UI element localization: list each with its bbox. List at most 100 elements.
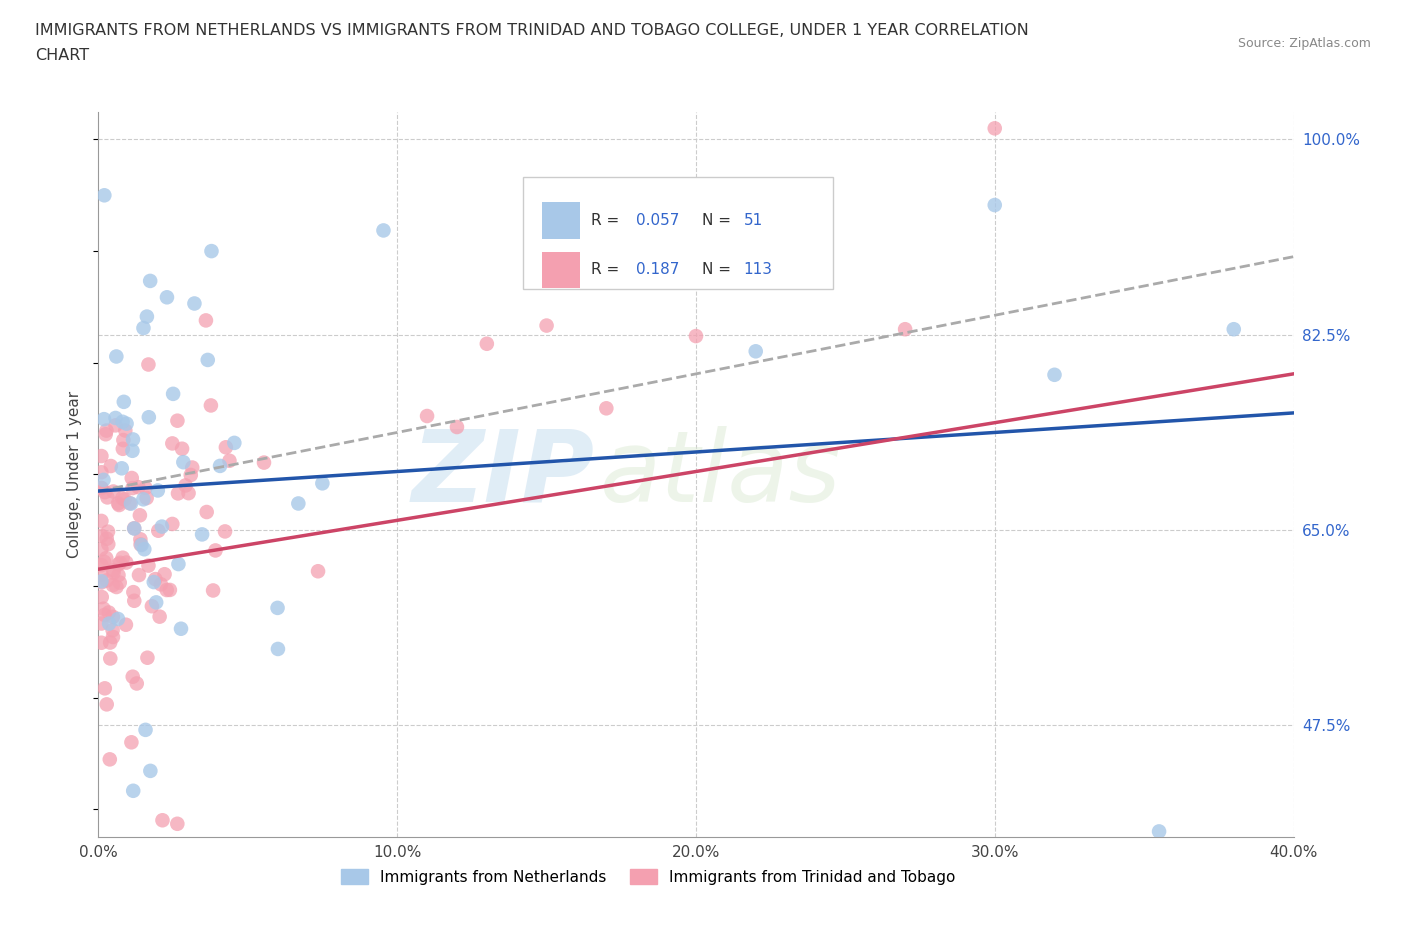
Point xyxy=(153,566,176,581)
Point xyxy=(135,309,157,324)
Point xyxy=(96,551,118,565)
Point xyxy=(128,508,150,523)
Point xyxy=(115,555,138,570)
Point xyxy=(98,617,121,631)
Point xyxy=(93,554,115,569)
Point xyxy=(96,531,118,546)
Point xyxy=(122,432,145,447)
Point xyxy=(134,481,156,496)
Point xyxy=(90,513,112,528)
Point xyxy=(148,524,170,538)
Point xyxy=(127,480,149,495)
Point xyxy=(100,458,122,473)
Point xyxy=(1147,824,1170,839)
Point xyxy=(90,558,112,573)
Point xyxy=(94,485,117,499)
Legend: Immigrants from Netherlands, Immigrants from Trinidad and Tobago: Immigrants from Netherlands, Immigrants … xyxy=(335,863,962,891)
Point xyxy=(139,273,162,288)
Point xyxy=(162,516,184,531)
Point xyxy=(311,476,333,491)
Point xyxy=(135,723,157,737)
Point xyxy=(111,551,134,565)
Point xyxy=(191,527,214,542)
Point xyxy=(135,490,157,505)
Point xyxy=(475,337,498,352)
Point xyxy=(894,322,917,337)
Point xyxy=(120,735,142,750)
Point xyxy=(1043,367,1066,382)
Point xyxy=(125,676,148,691)
Text: 113: 113 xyxy=(744,262,773,277)
Point xyxy=(150,519,173,534)
Point xyxy=(167,486,190,501)
Text: 51: 51 xyxy=(744,213,763,228)
Point xyxy=(128,567,150,582)
Point xyxy=(200,398,222,413)
Point xyxy=(166,413,188,428)
Point xyxy=(90,590,112,604)
Point xyxy=(93,607,115,622)
Point xyxy=(156,290,179,305)
Point xyxy=(108,498,131,512)
Text: N =: N = xyxy=(702,213,735,228)
Point xyxy=(253,455,276,470)
Point xyxy=(655,188,678,203)
Point xyxy=(90,465,112,480)
Point xyxy=(446,419,468,434)
Point xyxy=(121,670,143,684)
Point xyxy=(204,543,226,558)
Point xyxy=(131,538,153,552)
Point xyxy=(149,609,172,624)
Text: R =: R = xyxy=(591,262,624,277)
Point xyxy=(112,394,135,409)
Point xyxy=(105,349,128,364)
Text: Source: ZipAtlas.com: Source: ZipAtlas.com xyxy=(1237,37,1371,50)
Point xyxy=(90,542,112,557)
Point xyxy=(101,578,124,592)
Point xyxy=(90,481,112,496)
Point xyxy=(214,524,236,538)
Point xyxy=(129,532,152,547)
Point xyxy=(122,521,145,536)
Point xyxy=(96,573,118,588)
Point xyxy=(138,410,160,425)
Point xyxy=(183,296,205,311)
Point xyxy=(93,472,115,487)
Text: R =: R = xyxy=(591,213,624,228)
Point xyxy=(595,401,617,416)
Point xyxy=(97,525,120,539)
Point xyxy=(129,537,152,551)
Point xyxy=(90,574,112,589)
Point xyxy=(90,575,112,590)
Point xyxy=(1223,322,1246,337)
Point xyxy=(984,121,1007,136)
Point xyxy=(170,442,193,457)
Point xyxy=(984,197,1007,212)
Point xyxy=(145,595,167,610)
Point xyxy=(101,609,124,624)
Point xyxy=(93,188,115,203)
Point xyxy=(200,244,222,259)
Text: N =: N = xyxy=(702,262,735,277)
Point xyxy=(267,642,290,657)
Point xyxy=(101,630,124,644)
Point xyxy=(172,455,194,470)
FancyBboxPatch shape xyxy=(541,203,581,239)
Point xyxy=(138,558,160,573)
Point xyxy=(105,579,128,594)
Point xyxy=(107,496,129,511)
Point xyxy=(108,555,131,570)
Point xyxy=(111,415,134,430)
Point xyxy=(115,417,138,432)
Point xyxy=(162,436,184,451)
Point xyxy=(167,557,190,572)
Point xyxy=(93,412,115,427)
Point xyxy=(90,481,112,496)
Point xyxy=(115,618,138,632)
Point xyxy=(107,557,129,572)
Point xyxy=(98,651,121,666)
Point xyxy=(111,461,134,476)
Point xyxy=(152,813,174,828)
Point xyxy=(122,521,145,536)
Point xyxy=(114,423,136,438)
